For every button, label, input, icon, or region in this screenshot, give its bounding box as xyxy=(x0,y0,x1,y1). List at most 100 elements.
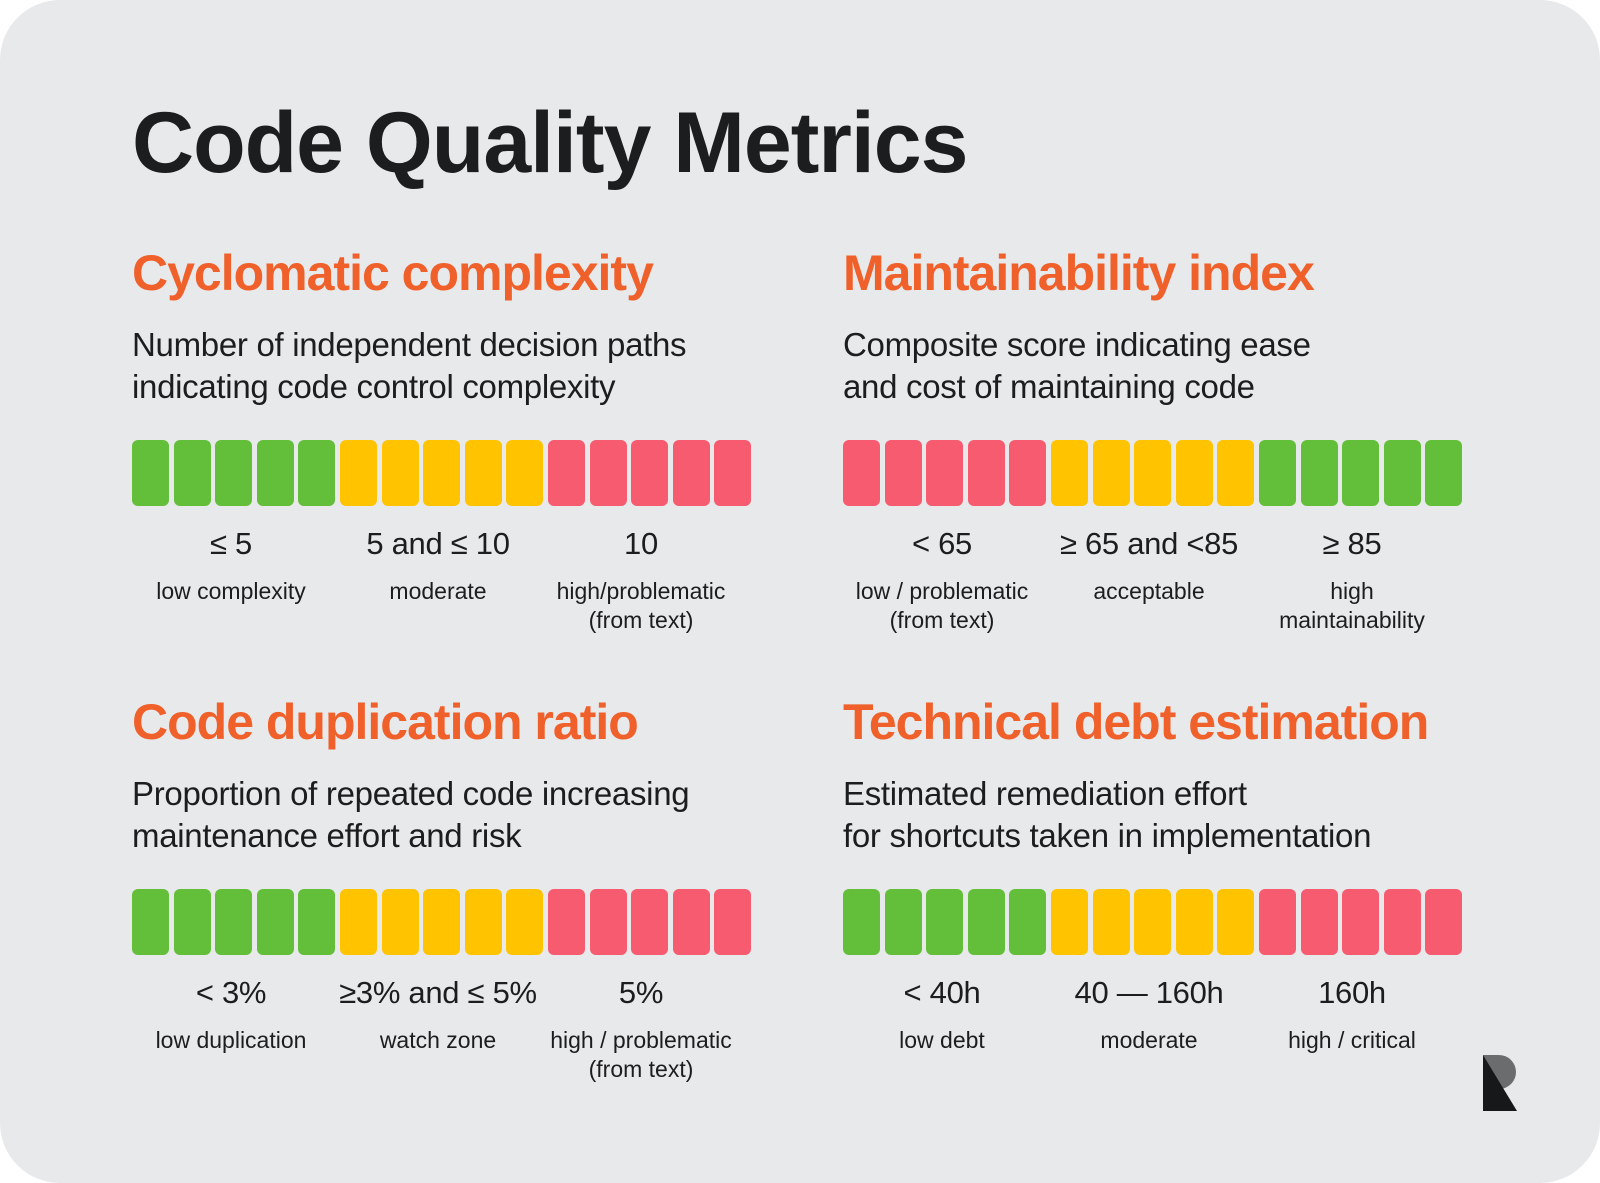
range-label: high maintainability xyxy=(1279,578,1425,633)
range-high: 160h high / critical xyxy=(1247,977,1457,1055)
scale-segment-green xyxy=(967,889,1005,955)
scale-segment-yellow xyxy=(1051,889,1088,955)
scale-segment-green xyxy=(1300,440,1338,506)
scale-segment-green xyxy=(1425,440,1463,506)
range-labels: ≤ 5 low complexity 5 and ≤ 10 moderate 1… xyxy=(132,528,756,648)
scale-segment-red xyxy=(967,440,1005,506)
range-value: 40 — 160h xyxy=(1074,975,1224,1010)
range-label: high / critical xyxy=(1288,1027,1416,1053)
scale-segment-yellow xyxy=(506,440,544,506)
range-value: ≤ 5 xyxy=(210,526,252,561)
scale-segment-red xyxy=(631,440,669,506)
range-label: moderate xyxy=(389,578,487,604)
scale-segment-green xyxy=(132,440,169,506)
scale-segment-red xyxy=(714,889,752,955)
scale-bar xyxy=(132,440,756,506)
scale-segment-red xyxy=(1259,889,1296,955)
range-label: high/problematic (from text) xyxy=(556,578,726,633)
range-mid: 5 and ≤ 10 moderate xyxy=(333,528,543,606)
range-mid: ≥ 65 and <85 acceptable xyxy=(1044,528,1254,606)
range-label: low duplication xyxy=(155,1027,307,1053)
scale-segment-red xyxy=(589,440,627,506)
scale-segment-red xyxy=(884,440,922,506)
range-mid: ≥3% and ≤ 5% watch zone xyxy=(333,977,543,1055)
range-value: ≥ 65 and <85 xyxy=(1059,526,1239,561)
scale-segment-red xyxy=(631,889,669,955)
range-value: < 40h xyxy=(903,975,981,1010)
range-label: low / problematic (from text) xyxy=(855,578,1029,633)
scale-segment-green xyxy=(298,440,336,506)
scale-segment-red xyxy=(1383,889,1421,955)
scale-segment-yellow xyxy=(1092,889,1130,955)
scale-segment-green xyxy=(256,889,294,955)
range-mid: 40 — 160h moderate xyxy=(1044,977,1254,1055)
scale-segment-green xyxy=(1383,440,1421,506)
metric-title: Technical debt estimation xyxy=(843,694,1429,750)
metric-description: Composite score indicating ease and cost… xyxy=(843,326,1311,405)
scale-segment-green xyxy=(1342,440,1380,506)
range-label: high / problematic (from text) xyxy=(550,1027,732,1082)
range-value: 5 and ≤ 10 xyxy=(366,526,510,561)
scale-segment-yellow xyxy=(1134,440,1172,506)
range-label: low complexity xyxy=(156,578,306,604)
scale-segment-red xyxy=(843,440,880,506)
range-low: < 3% low duplication xyxy=(126,977,336,1055)
scale-segment-red xyxy=(548,440,585,506)
scale-segment-yellow xyxy=(506,889,544,955)
range-value: ≥ 85 xyxy=(1322,526,1382,561)
scale-segment-green xyxy=(256,440,294,506)
scale-segment-green xyxy=(884,889,922,955)
scale-segment-green xyxy=(298,889,336,955)
scale-segment-yellow xyxy=(340,889,377,955)
range-label: low debt xyxy=(899,1027,985,1053)
scale-segment-red xyxy=(672,889,710,955)
metric-code-duplication-ratio: Code duplication ratio Proportion of rep… xyxy=(132,697,772,1082)
brand-logo-icon xyxy=(1483,1055,1517,1111)
range-low: ≤ 5 low complexity xyxy=(126,528,336,606)
scale-segment-red xyxy=(714,440,752,506)
metric-technical-debt-estimation: Technical debt estimation Estimated reme… xyxy=(843,694,1483,1053)
range-high: 5% high / problematic (from text) xyxy=(536,977,746,1084)
scale-segment-red xyxy=(1300,889,1338,955)
range-low: < 40h low debt xyxy=(837,977,1047,1055)
scale-segment-green xyxy=(843,889,880,955)
scale-segment-yellow xyxy=(423,440,461,506)
scale-segment-yellow xyxy=(464,889,502,955)
scale-segment-red xyxy=(672,440,710,506)
scale-segment-red xyxy=(1425,889,1463,955)
scale-segment-red xyxy=(1009,440,1047,506)
scale-segment-green xyxy=(173,889,211,955)
scale-segment-red xyxy=(1342,889,1380,955)
scale-segment-yellow xyxy=(423,889,461,955)
range-label: moderate xyxy=(1100,1027,1198,1053)
range-label: acceptable xyxy=(1093,578,1205,604)
scale-segment-yellow xyxy=(340,440,377,506)
metric-description: Estimated remediation effort for shortcu… xyxy=(843,775,1372,854)
range-value: 5% xyxy=(618,975,664,1010)
range-label: watch zone xyxy=(379,1027,497,1053)
scale-segment-green xyxy=(1009,889,1047,955)
scale-bar xyxy=(132,889,756,955)
scale-segment-green xyxy=(926,889,964,955)
range-labels: < 65 low / problematic (from text) ≥ 65 … xyxy=(843,528,1467,648)
range-high: ≥ 85 high maintainability xyxy=(1247,528,1457,635)
scale-segment-green xyxy=(215,440,253,506)
scale-segment-red xyxy=(589,889,627,955)
scale-segment-yellow xyxy=(1217,889,1255,955)
scale-segment-green xyxy=(173,440,211,506)
metric-title: Cyclomatic complexity xyxy=(132,245,654,301)
logo-bowl xyxy=(1483,1055,1516,1089)
metric-description: Proportion of repeated code increasing m… xyxy=(132,775,690,854)
range-value: 10 xyxy=(624,526,658,561)
scale-segment-yellow xyxy=(1175,440,1213,506)
range-value: < 3% xyxy=(195,975,267,1010)
scale-bar xyxy=(843,889,1467,955)
range-labels: < 40h low debt 40 — 160h moderate 160h h… xyxy=(843,977,1467,1097)
range-high: 10 high/problematic (from text) xyxy=(536,528,746,635)
metric-maintainability-index: Maintainability index Composite score in… xyxy=(843,248,1483,633)
metric-description: Number of independent decision paths ind… xyxy=(132,326,687,405)
scale-segment-red xyxy=(926,440,964,506)
scale-segment-yellow xyxy=(1217,440,1255,506)
scale-segment-yellow xyxy=(1051,440,1088,506)
range-labels: < 3% low duplication ≥3% and ≤ 5% watch … xyxy=(132,977,756,1097)
